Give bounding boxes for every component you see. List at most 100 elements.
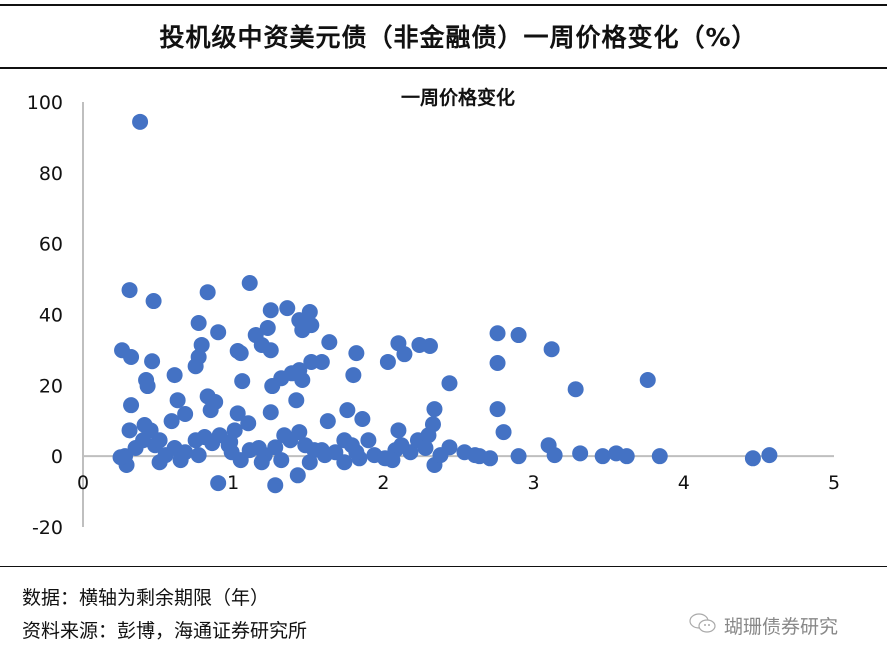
data-point xyxy=(456,444,473,461)
data-point xyxy=(301,454,318,471)
data-point xyxy=(618,448,635,465)
data-point xyxy=(421,338,438,355)
data-point xyxy=(417,440,434,457)
watermark: 瑚珊债券研究 xyxy=(688,611,838,640)
source-note: 资料来源：彭博，海通证券研究所 xyxy=(22,620,308,642)
data-point xyxy=(291,424,308,441)
data-point xyxy=(177,406,194,423)
data-point xyxy=(510,327,527,344)
data-point xyxy=(744,450,761,467)
data-point xyxy=(313,442,330,459)
data-point xyxy=(253,454,270,471)
data-point xyxy=(321,334,338,351)
data-point xyxy=(402,444,419,461)
data-point xyxy=(396,346,413,363)
figure-title: 投机级中资美元债（非金融债）一周价格变化（%） xyxy=(159,23,758,52)
data-point xyxy=(190,447,207,464)
x-tick-label: 5 xyxy=(828,472,840,494)
data-point xyxy=(262,302,279,319)
data-point xyxy=(193,336,210,353)
data-point xyxy=(262,342,279,359)
data-point xyxy=(489,401,506,418)
data-point xyxy=(121,282,138,299)
data-point xyxy=(441,375,458,392)
data-point xyxy=(259,319,276,336)
y-tick-label: 80 xyxy=(39,163,63,185)
data-point xyxy=(121,422,138,439)
data-point xyxy=(145,293,162,310)
data-point xyxy=(761,447,778,464)
x-tick-label: 1 xyxy=(227,472,239,494)
data-point xyxy=(288,392,305,409)
top-rule xyxy=(0,4,887,6)
data-point xyxy=(432,447,449,464)
data-point xyxy=(264,378,281,395)
data-point xyxy=(151,454,168,471)
x-tick-label: 3 xyxy=(528,472,540,494)
y-tick-label: 20 xyxy=(39,375,63,397)
y-tick-label: -20 xyxy=(32,517,63,539)
x-tick-label: 2 xyxy=(377,472,389,494)
watermark-text: 瑚珊债券研究 xyxy=(724,616,839,638)
data-point xyxy=(169,392,186,409)
data-point xyxy=(495,424,512,441)
data-point xyxy=(166,367,183,384)
data-point xyxy=(240,415,257,432)
data-point xyxy=(163,413,180,430)
data-point xyxy=(390,422,407,439)
x-tick-label: 4 xyxy=(678,472,690,494)
data-point xyxy=(229,405,246,422)
data-point xyxy=(232,345,249,362)
data-point xyxy=(139,378,156,395)
y-tick-label: 100 xyxy=(27,92,63,114)
data-point xyxy=(279,300,296,317)
data-point xyxy=(273,452,290,469)
data-point xyxy=(151,432,168,449)
data-point xyxy=(123,349,140,365)
data-point xyxy=(510,448,527,465)
data-point xyxy=(543,341,560,358)
bottom-rule xyxy=(0,566,887,567)
data-point xyxy=(339,402,356,419)
data-point xyxy=(301,304,318,321)
data-point xyxy=(639,372,656,389)
chart-title: 一周价格变化 xyxy=(401,86,515,109)
data-point xyxy=(202,402,219,419)
y-tick-label: 60 xyxy=(39,234,63,256)
data-point xyxy=(303,317,320,334)
data-point xyxy=(226,422,243,439)
data-point xyxy=(303,353,320,370)
data-point xyxy=(348,444,365,461)
data-point xyxy=(348,345,365,362)
data-point xyxy=(651,448,668,465)
data-point xyxy=(199,284,216,301)
data-point xyxy=(354,410,371,427)
data-point xyxy=(345,367,362,384)
data-point xyxy=(144,353,161,370)
data-point xyxy=(289,467,306,484)
data-note: 数据：横轴为剩余期限（年） xyxy=(22,587,270,609)
scatter-chart: 一周价格变化 -20 0 20 40 60 80 100 0 1 2 3 4 5 xyxy=(27,86,840,539)
data-point xyxy=(210,475,227,492)
wechat-icon xyxy=(688,611,718,640)
data-point xyxy=(546,447,563,464)
data-point xyxy=(489,325,506,342)
data-point xyxy=(123,397,140,414)
title-rule xyxy=(0,67,887,69)
data-point xyxy=(210,324,227,341)
data-point xyxy=(567,381,584,398)
x-tick-label: 0 xyxy=(77,472,89,494)
data-point xyxy=(384,452,401,469)
data-point xyxy=(136,417,153,433)
y-tick-label: 0 xyxy=(51,446,63,468)
data-point xyxy=(336,454,353,471)
data-point xyxy=(190,315,207,331)
y-tick-label: 40 xyxy=(39,305,63,327)
data-point xyxy=(132,113,149,130)
data-point xyxy=(262,404,279,421)
data-point xyxy=(267,477,284,494)
data-point xyxy=(489,355,506,372)
data-point xyxy=(594,448,611,465)
data-point xyxy=(360,432,377,449)
